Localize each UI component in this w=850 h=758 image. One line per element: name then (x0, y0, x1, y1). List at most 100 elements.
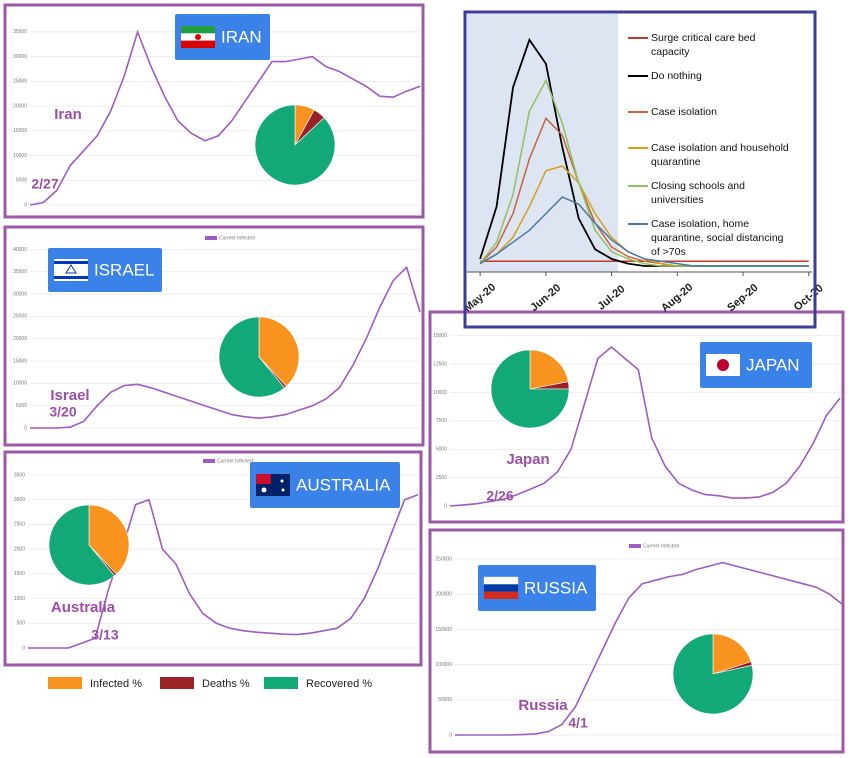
country-badge-label: ISRAEL (94, 260, 154, 279)
y-tick-label: 50000 (438, 697, 452, 703)
y-tick-label: 20000 (13, 336, 27, 342)
y-tick-label: 10000 (433, 390, 447, 396)
series-line (28, 493, 419, 649)
series-line (449, 345, 841, 507)
pie-slice (88, 504, 130, 575)
flag (181, 26, 215, 34)
legend-label: Current Infected (643, 543, 679, 549)
flag (717, 359, 729, 371)
country-badge (700, 342, 812, 388)
y-tick-label: 12500 (433, 361, 447, 367)
y-tick-label: 15000 (13, 358, 27, 364)
legend-label: Current Infected (217, 458, 253, 464)
y-tick-label: 0 (24, 425, 27, 431)
flag (483, 576, 519, 585)
start-date: 3/13 (91, 627, 118, 643)
legend-label: Case isolation, home quarantine, social d… (651, 218, 784, 258)
y-tick-label: 30000 (13, 54, 27, 60)
country-name: Israel (50, 387, 89, 404)
pie-slice (490, 349, 570, 429)
panel-frame (428, 528, 845, 754)
country-badge-label: AUSTRALIA (296, 475, 391, 494)
shaded-period (467, 14, 619, 272)
y-tick-label: 0 (444, 503, 447, 509)
flag (65, 264, 77, 274)
pie-legend-swatch (48, 677, 82, 689)
country-badge (175, 14, 270, 60)
legend-label: Do nothing (651, 70, 702, 82)
y-tick-label: 250000 (435, 556, 452, 562)
legend-label: Closing schools and universities (651, 180, 745, 206)
country-badge (250, 462, 400, 508)
legend-swatch (205, 236, 217, 240)
pie-slice (529, 349, 569, 390)
series-line (455, 561, 844, 736)
y-tick-label: 0 (22, 645, 25, 651)
pie-slice (218, 316, 285, 398)
y-tick-label: 2000 (14, 546, 25, 552)
flag (195, 34, 201, 40)
pie-legend-label: Recovered % (306, 678, 372, 690)
y-tick-label: 15000 (433, 333, 447, 339)
pie-legend-swatch (160, 677, 194, 689)
x-tick-label: Jun-20 (528, 282, 563, 314)
y-tick-label: 5000 (16, 178, 27, 184)
x-tick-label: Aug-20 (659, 281, 695, 314)
country-badge (478, 565, 596, 611)
panel-frame (3, 450, 423, 667)
start-date: 4/1 (568, 715, 588, 731)
y-tick-label: 1000 (14, 596, 25, 602)
legend-label: Case isolation and household quarantine (651, 142, 789, 168)
pie-legend-swatch (264, 677, 298, 689)
x-tick-label: Sep-20 (725, 282, 760, 314)
x-tick-label: May-20 (462, 281, 498, 314)
y-tick-label: 3500 (14, 472, 25, 478)
country-name: Australia (51, 599, 116, 616)
flag (484, 584, 518, 592)
y-tick-label: 10000 (13, 381, 27, 387)
flag (256, 474, 271, 484)
country-name: Japan (506, 451, 549, 468)
y-tick-label: 3000 (14, 497, 25, 503)
flag (484, 591, 518, 599)
country-name: Iran (54, 106, 82, 123)
legend-label: Surge critical care bed capacity (651, 32, 756, 58)
y-tick-label: 2500 (436, 475, 447, 481)
panel-frame (3, 225, 425, 447)
y-tick-label: 25000 (13, 314, 27, 320)
start-date: 2/26 (486, 488, 513, 504)
y-tick-label: 30000 (13, 291, 27, 297)
flag (281, 488, 285, 492)
country-badge-label: JAPAN (746, 355, 800, 374)
pie-legend-label: Infected % (90, 678, 142, 690)
pie-legend-label: Deaths % (202, 678, 250, 690)
legend-label: Current Infected (219, 235, 255, 241)
y-tick-label: 25000 (13, 79, 27, 85)
pie-slice (712, 633, 752, 675)
panel-frame (3, 3, 425, 219)
series-line (29, 29, 421, 206)
pie-slice (258, 316, 300, 387)
y-tick-label: 500 (17, 621, 26, 627)
y-tick-label: 200000 (435, 592, 452, 598)
flag (181, 40, 215, 48)
start-date: 2/27 (31, 176, 58, 192)
y-tick-label: 5000 (16, 403, 27, 409)
y-tick-label: 100000 (435, 662, 452, 668)
legend-swatch (203, 459, 215, 463)
flag (261, 487, 267, 493)
panel-frame (428, 310, 845, 524)
y-tick-label: 35000 (13, 29, 27, 35)
country-name: Russia (518, 697, 568, 714)
country-badge-label: IRAN (221, 27, 262, 46)
y-tick-label: 0 (449, 732, 452, 738)
y-tick-label: 2500 (14, 522, 25, 528)
y-tick-label: 40000 (13, 247, 27, 253)
y-tick-label: 1500 (14, 571, 25, 577)
pie-slice (48, 504, 115, 586)
panel-frame (463, 10, 817, 329)
x-tick-label: Oct-20 (792, 282, 826, 313)
flag (280, 479, 284, 483)
pie-slice (672, 633, 754, 715)
